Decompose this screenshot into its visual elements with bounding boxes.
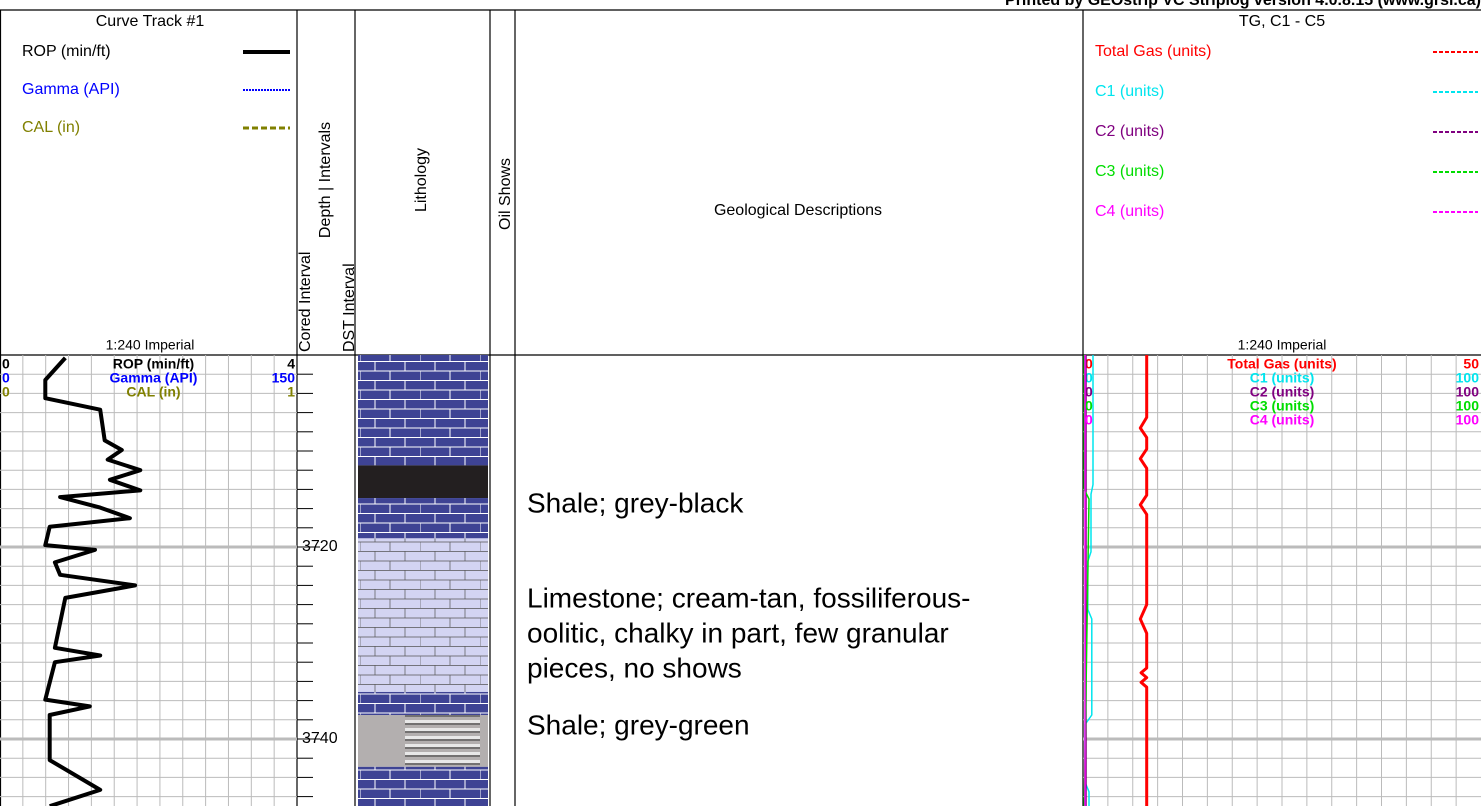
lithology-interval (358, 715, 488, 767)
scale-max: 100 (1456, 412, 1480, 428)
lithology-interval (358, 498, 488, 539)
gas-track-title: TG, C1 - C5 (1239, 13, 1325, 30)
legend-label: CAL (in) (22, 119, 80, 136)
frame (0, 9, 1481, 806)
scale-max: 100 (1456, 370, 1480, 386)
descriptions-header: Geological Descriptions (714, 202, 882, 219)
curve-track-title: Curve Track #1 (96, 13, 205, 30)
lithology-header: Lithology (413, 148, 430, 212)
legend-label: ROP (min/ft) (22, 43, 111, 60)
description-line: oolitic, chalky in part, few granular (527, 617, 949, 648)
printed-by: Printed by GEOstrip VC Striplog version … (1005, 0, 1481, 9)
depth-header: Depth | Intervals (317, 122, 334, 238)
scale-name: Total Gas (units) (1227, 356, 1336, 372)
scale-name: C4 (units) (1250, 412, 1315, 428)
legend-label: C4 (units) (1095, 203, 1164, 220)
description-line: Limestone; cream-tan, fossiliferous- (527, 582, 971, 613)
curve (43, 356, 143, 806)
legend-label: Total Gas (units) (1095, 43, 1211, 60)
description-line: Shale; grey-green (527, 709, 750, 740)
legend-label: C2 (units) (1095, 123, 1164, 140)
lithology-interval (358, 538, 488, 692)
scale-min: 0 (1085, 412, 1093, 428)
description-line: Shale; grey-black (527, 487, 744, 518)
scale-min: 0 (2, 370, 10, 386)
scale-name: Gamma (API) (110, 370, 198, 386)
depth-label: 3720 (302, 538, 338, 555)
lithology-interval (358, 691, 488, 715)
legend-label: Gamma (API) (22, 81, 120, 98)
scale-min: 0 (2, 384, 10, 400)
curve (1138, 355, 1149, 806)
scale-name: CAL (in) (126, 384, 180, 400)
cored-header: Cored Interval (297, 252, 314, 353)
lithology-interval (358, 766, 488, 806)
scale-name: C1 (units) (1250, 370, 1315, 386)
scale-max: 1 (287, 384, 295, 400)
depth-label: 3740 (302, 730, 338, 747)
dst-header: DST Interval (341, 263, 358, 352)
gas-track-scale: 1:240 Imperial (1238, 337, 1327, 353)
lithology-interval (358, 465, 488, 499)
legend-label: C3 (units) (1095, 163, 1164, 180)
scale-min: 0 (1085, 398, 1093, 414)
scale-name: C3 (units) (1250, 398, 1315, 414)
lithology-interval (358, 355, 488, 466)
description-line: pieces, no shows (527, 652, 742, 683)
scale-max: 100 (1456, 384, 1480, 400)
scale-max: 150 (272, 370, 296, 386)
scale-max: 50 (1463, 356, 1479, 372)
oil-shows-header: Oil Shows (497, 158, 514, 230)
scale-max: 4 (287, 356, 295, 372)
scale-name: C2 (units) (1250, 384, 1315, 400)
curve (1083, 355, 1090, 806)
scale-min: 0 (1085, 384, 1093, 400)
legend-label: C1 (units) (1095, 83, 1164, 100)
scale-min: 0 (1085, 370, 1093, 386)
scale-min: 0 (2, 356, 10, 372)
scale-min: 0 (1085, 356, 1093, 372)
scale-max: 100 (1456, 398, 1480, 414)
curve-track-scale: 1:240 Imperial (106, 337, 195, 353)
scale-name: ROP (min/ft) (113, 356, 194, 372)
